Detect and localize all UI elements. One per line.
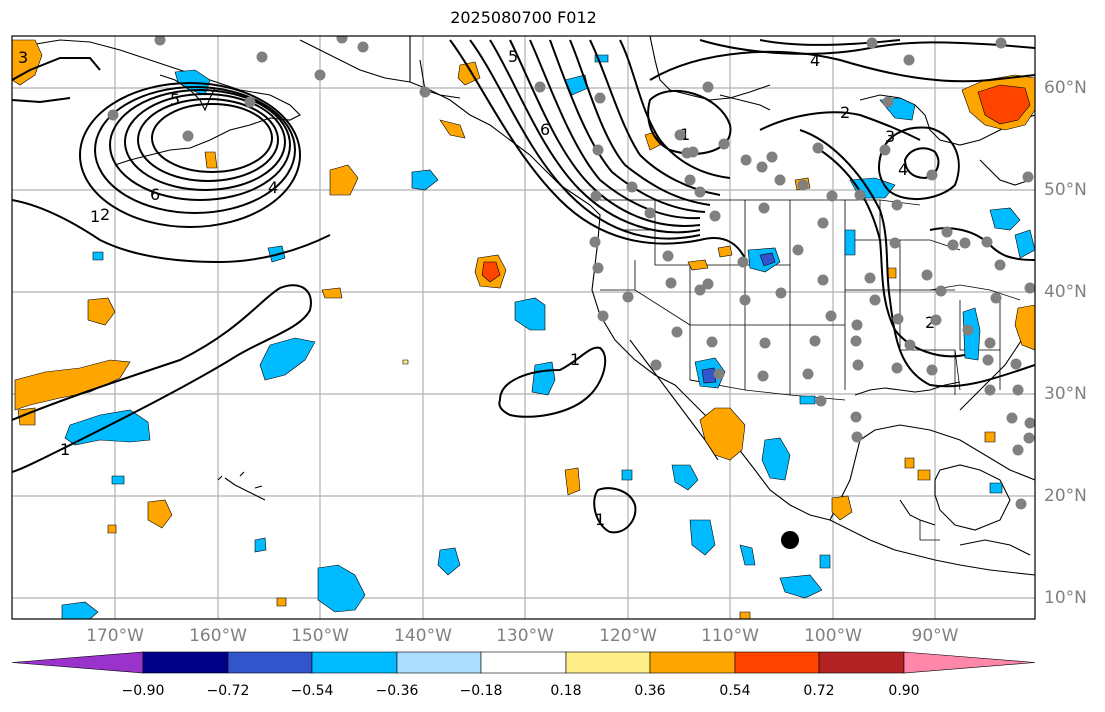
contour-label: 1 <box>90 207 100 226</box>
colorbar-segment <box>11 651 144 674</box>
highlighted-station-marker <box>781 531 799 549</box>
positive-anomaly-regions <box>12 39 1035 619</box>
colorbar-segment <box>565 651 651 674</box>
contour-label: 6 <box>540 120 550 139</box>
colorbar-tick: −0.36 <box>375 683 419 699</box>
colorbar-tick: 0.90 <box>888 683 920 699</box>
contour-label: 3 <box>885 127 895 146</box>
colorbar-segment <box>396 651 482 674</box>
colorbar-tick: 0.72 <box>803 683 835 699</box>
contour-labels: 3 5 5 6 4 1 1 6 2 2 4 2 3 4 1 1 1 <box>18 47 935 529</box>
lat-label: 50°N <box>1044 180 1087 200</box>
lon-label: 100°W <box>804 626 862 646</box>
contour-label: 4 <box>268 178 278 197</box>
contour-label: 3 <box>18 48 28 67</box>
lat-label: 60°N <box>1044 78 1087 98</box>
lon-label: 130°W <box>496 626 554 646</box>
lon-label: 90°W <box>911 626 959 646</box>
colorbar-tick: 0.54 <box>719 683 751 699</box>
colorbar-segment <box>311 651 398 674</box>
colorbar-segment <box>480 651 567 674</box>
colorbar <box>11 651 1036 674</box>
colorbar-tick: −0.18 <box>459 683 503 699</box>
colorbar-tick: −0.54 <box>290 683 334 699</box>
colorbar-segment <box>142 651 229 674</box>
contour-label: 1 <box>60 440 70 459</box>
colorbar-segment <box>227 651 313 674</box>
lon-label: 110°W <box>701 626 759 646</box>
contour-label: 1 <box>595 510 605 529</box>
contour-label: 5 <box>508 47 518 66</box>
station-markers <box>107 36 1035 510</box>
colorbar-tick: −0.90 <box>121 683 165 699</box>
contour-label: 4 <box>898 160 908 179</box>
colorbar-tick: −0.72 <box>206 683 250 699</box>
lon-label: 150°W <box>291 626 349 646</box>
lat-label: 20°N <box>1044 486 1087 506</box>
lon-label: 170°W <box>86 626 144 646</box>
contour-label: 1 <box>570 350 580 369</box>
colorbar-segment <box>734 651 820 674</box>
colorbar-tick: 0.36 <box>634 683 666 699</box>
colorbar-segment <box>903 651 1036 674</box>
colorbar-segment <box>818 651 905 674</box>
contour-label: 2 <box>100 205 110 224</box>
colorbar-segment <box>649 651 736 674</box>
lon-label: 120°W <box>599 626 657 646</box>
contour-label: 2 <box>925 313 935 332</box>
map-title: 2025080700 F012 <box>450 8 597 27</box>
lat-label: 40°N <box>1044 282 1087 302</box>
lat-label: 30°N <box>1044 384 1087 404</box>
lat-label: 10°N <box>1044 588 1087 608</box>
lon-label: 140°W <box>394 626 452 646</box>
contour-lines <box>12 39 1035 534</box>
map-frame <box>11 35 1036 620</box>
contour-label: 6 <box>150 185 160 204</box>
contour-label: 2 <box>840 103 850 122</box>
colorbar-tick: 0.18 <box>550 683 582 699</box>
contour-label: 5 <box>170 90 180 109</box>
contour-label: 4 <box>810 51 820 70</box>
lon-label: 160°W <box>189 626 247 646</box>
map-panel: 3 5 5 6 4 1 1 6 2 2 4 2 3 4 1 1 1 <box>11 35 1036 620</box>
